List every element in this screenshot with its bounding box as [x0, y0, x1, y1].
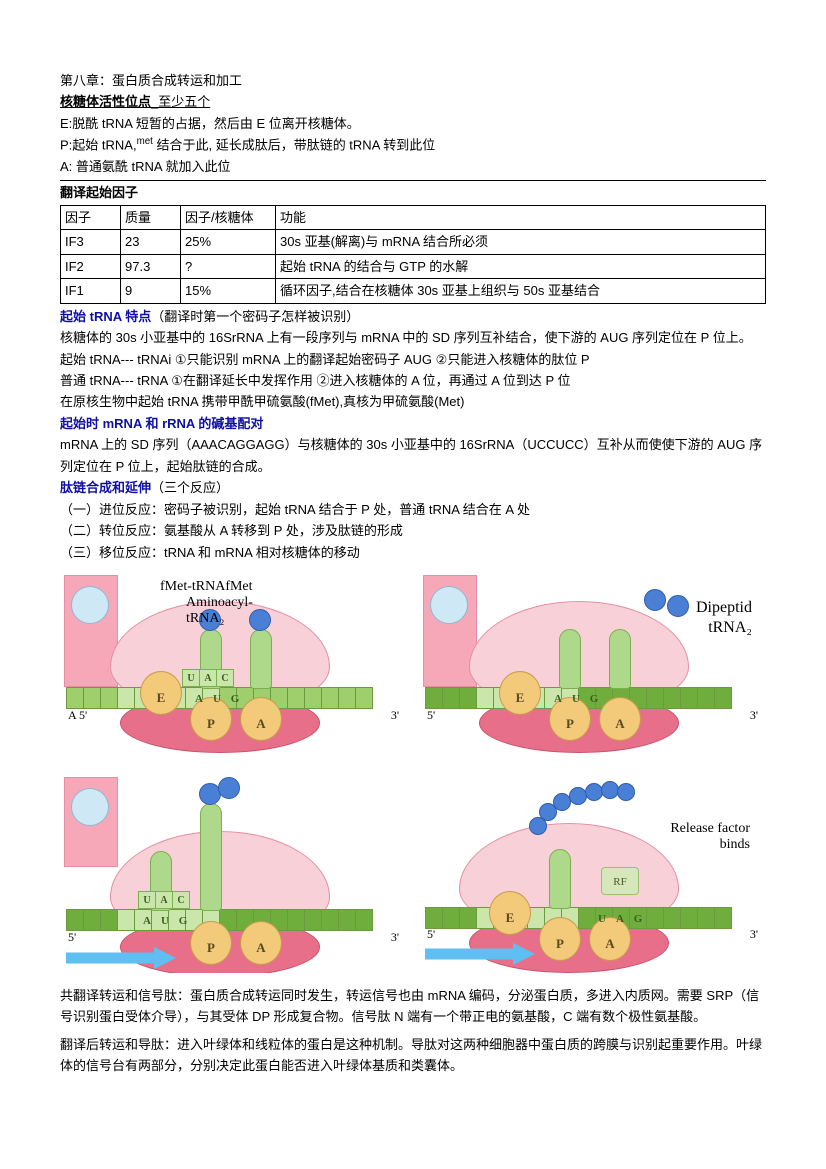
section4-body: mRNA 上的 SD 序列（AAACAGGAGG）与核糖体的 30s 小亚基中的…	[60, 434, 766, 477]
trna-icon	[200, 803, 222, 911]
footer-p2: 翻译后转运和导肽：进入叶绿体和线粒体的蛋白是这种机制。导肽对这两种细胞器中蛋白质…	[60, 1034, 766, 1077]
section5-r3: （三）移位反应：tRNA 和 mRNA 相对核糖体的移动	[60, 542, 766, 563]
section3-body3: 普通 tRNA--- tRNA ①在翻译延长中发挥作用 ②进入核糖体的 A 位，…	[60, 370, 766, 391]
trna-icon	[609, 629, 631, 689]
label-3prime: 3'	[391, 706, 399, 726]
anticodon-label: UAC	[182, 669, 236, 687]
section3-heading: 起始 tRNA 特点（翻译时第一个密码子怎样被识别）	[60, 306, 766, 327]
site-e-icon: E	[499, 671, 541, 715]
th-function: 功能	[276, 205, 766, 229]
factor-table: 因子 质量 因子/核糖体 功能 IF3 23 25% 30s 亚基(解离)与 m…	[60, 205, 766, 304]
label-3prime: 3'	[750, 925, 758, 945]
site-e-icon: E	[489, 891, 531, 935]
separator-line-1	[60, 180, 766, 181]
label-3prime: 3'	[750, 706, 758, 726]
th-mass: 质量	[121, 205, 181, 229]
trna-icon	[250, 629, 272, 689]
diagram-panel-1: E P A UAC AUG fMet-tRNAfMet Aminoacyl- t…	[60, 571, 407, 761]
anticodon-label: UAC	[138, 891, 192, 909]
line-p: P:起始 tRNA,met 结合于此, 延长成肽后，带肽链的 tRNA 转到此位	[60, 134, 766, 156]
section1-heading: 核糖体活性位点_至少五个	[60, 91, 766, 112]
label-5prime: 5'	[427, 925, 435, 945]
section1-title: 核糖体活性位点	[60, 94, 151, 109]
aa-ball-icon	[644, 589, 666, 611]
codon-aug-label: AUG	[549, 689, 603, 709]
label-5prime: 5'	[427, 706, 435, 726]
panel1-label3: tRNA₂	[186, 607, 224, 630]
codon-aug-label: AUG	[190, 689, 244, 709]
panel4-label2: binds	[720, 833, 750, 856]
site-a-icon: A	[240, 697, 282, 741]
section3-title: 起始 tRNA 特点	[60, 309, 151, 324]
table-row: IF3 23 25% 30s 亚基(解离)与 mRNA 结合所必须	[61, 230, 766, 254]
section4-heading: 起始时 mRNA 和 rRNA 的碱基配对	[60, 413, 766, 434]
mrna-track-icon	[66, 909, 401, 931]
diagram-panel-4: E P A RF UAG Release factor binds 5' 3'	[419, 773, 766, 973]
footer-p1: 共翻译转运和信号肽：蛋白质合成转运同时发生，转运信号也由 mRNA 编码，分泌蛋…	[60, 985, 766, 1028]
site-p-icon: P	[539, 917, 581, 961]
section4-title: 起始时 mRNA 和 rRNA 的碱基配对	[60, 416, 263, 431]
section5-title: 肽链合成和延伸	[60, 480, 151, 495]
diagram-grid: E P A UAC AUG fMet-tRNAfMet Aminoacyl- t…	[60, 571, 766, 973]
table-row: IF1 9 15% 循环因子,结合在核糖体 30s 亚基上组织与 50s 亚基结…	[61, 279, 766, 303]
site-e-icon: E	[140, 671, 182, 715]
section2-heading: 翻译起始因子	[60, 182, 766, 203]
table-row: IF2 97.3 ? 起始 tRNA 的结合与 GTP 的水解	[61, 254, 766, 278]
trna-icon	[549, 849, 571, 909]
side-box-icon	[64, 777, 118, 867]
section3-body2: 起始 tRNA--- tRNAi ①只能识别 mRNA 上的翻译起始密码子 AU…	[60, 349, 766, 370]
panel2-label2: tRNA₂	[708, 615, 752, 641]
site-a-icon: A	[599, 697, 641, 741]
chapter-title: 第八章：蛋白质合成转运和加工	[60, 70, 766, 91]
label-5prime: 5'	[68, 928, 76, 948]
section2-title: 翻译起始因子	[60, 185, 138, 200]
section5-r1: （一）进位反应：密码子被识别，起始 tRNA 结合于 P 处，普通 tRNA 结…	[60, 499, 766, 520]
line-e: E:脱酰 tRNA 短暂的占据，然后由 E 位离开核糖体。	[60, 113, 766, 134]
section3-body1: 核糖体的 30s 小亚基中的 16SrRNA 上有一段序列与 mRNA 中的 S…	[60, 327, 766, 348]
aa-ball-icon	[667, 595, 689, 617]
label-5prime: A 5'	[68, 706, 87, 726]
trna-icon	[559, 629, 581, 689]
section3-body4: 在原核生物中起始 tRNA 携带甲酰甲硫氨酸(fMet),真核为甲硫氨酸(Met…	[60, 391, 766, 412]
th-ratio: 因子/核糖体	[181, 205, 276, 229]
section5-r2: （二）转位反应：氨基酸从 A 转移到 P 处，涉及肽链的形成	[60, 520, 766, 541]
th-factor: 因子	[61, 205, 121, 229]
line-a: A: 普通氨酰 tRNA 就加入此位	[60, 156, 766, 177]
diagram-panel-3: P A UAC AUG 5' 3'	[60, 773, 407, 973]
diagram-panel-2: E P A AUG Dipeptid tRNA₂ 5' 3'	[419, 571, 766, 761]
release-factor-icon: RF	[601, 867, 639, 895]
aa-ball-icon	[218, 777, 240, 799]
table-header-row: 因子 质量 因子/核糖体 功能	[61, 205, 766, 229]
section5-heading: 肽链合成和延伸（三个反应）	[60, 477, 766, 498]
site-a-icon: A	[240, 921, 282, 965]
codon-aug-label: AUG	[138, 911, 192, 931]
site-p-icon: P	[190, 921, 232, 965]
codon-uag-label: UAG	[593, 909, 647, 929]
label-3prime: 3'	[391, 928, 399, 948]
